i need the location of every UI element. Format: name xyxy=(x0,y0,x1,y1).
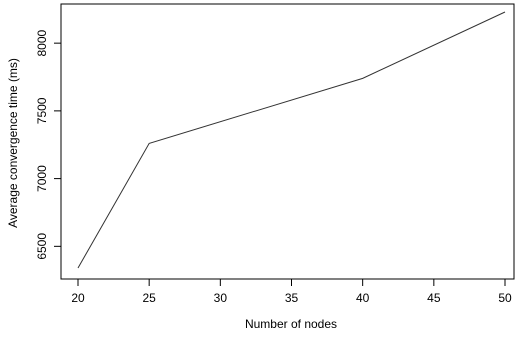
x-tick-label: 45 xyxy=(427,291,441,305)
y-tick-label: 6500 xyxy=(35,233,49,260)
x-axis: 20 25 30 35 40 45 50 xyxy=(71,278,512,305)
x-tick-label: 25 xyxy=(142,291,156,305)
x-tick-label: 40 xyxy=(356,291,370,305)
series-line xyxy=(77,11,506,269)
x-axis-title: Number of nodes xyxy=(245,317,337,331)
y-axis: 6500 7000 7500 8000 xyxy=(35,29,62,260)
x-tick-label: 35 xyxy=(285,291,299,305)
y-axis-title: Average convergence time (ms) xyxy=(6,58,20,228)
x-tick-label: 30 xyxy=(214,291,228,305)
x-tick-label: 20 xyxy=(71,291,85,305)
plot-area-border xyxy=(60,3,515,280)
x-tick-label: 50 xyxy=(498,291,512,305)
y-tick-label: 7000 xyxy=(35,165,49,192)
y-tick-label: 8000 xyxy=(35,29,49,56)
series-group xyxy=(77,11,506,269)
y-tick-label: 7500 xyxy=(35,97,49,124)
